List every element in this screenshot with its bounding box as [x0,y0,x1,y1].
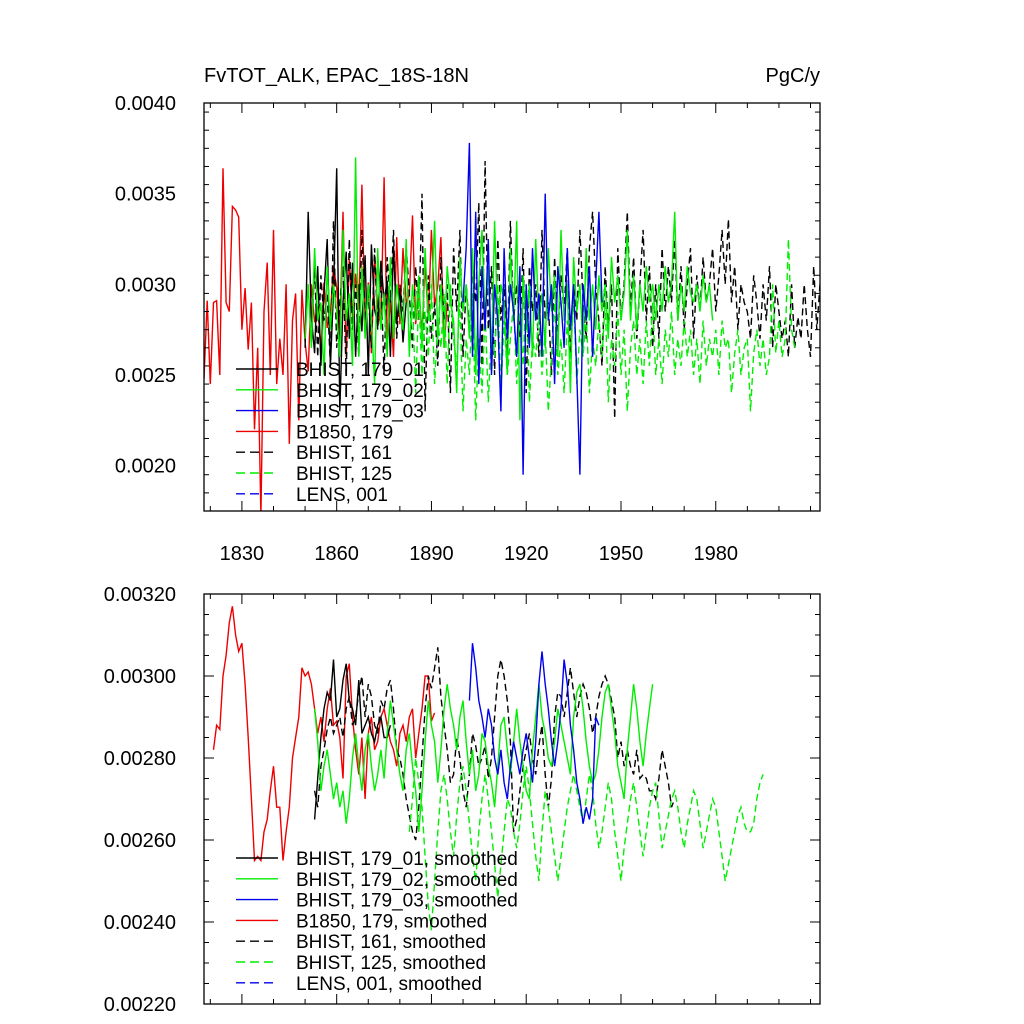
top-panel: FvTOT_ALK, EPAC_18S-18N PgC/y 0.00200.00… [115,65,821,565]
bottom-panel-series-bhist-161-smoothed [313,647,676,841]
top-panel-ytick-label: 0.0040 [115,93,176,115]
top-panel-xtick-labels: 1830 1860 1890 1920 1950 1980 [220,543,738,565]
bottom-panel-ytick-label: 0.00280 [104,748,176,770]
bottom-panel: 0.00220 0.00240 0.00260 0.00280 0.00300 0.003… [104,584,821,1016]
top-panel-xtick-label: 1920 [504,543,549,565]
top-panel-ticks [204,103,820,512]
bottom-panel-legend-label: BHIST, 125, smoothed [296,953,486,974]
top-panel-xtick-label: 1980 [694,543,739,565]
bottom-panel-legend-label: BHIST, 179_01, smoothed [296,849,518,870]
bottom-panel-series-b1850-179-smoothed [212,606,436,863]
top-panel-ytick-label: 0.0030 [115,274,176,296]
bottom-panel-ytick-label: 0.00240 [104,912,176,934]
top-panel-xtick-label: 1830 [220,543,265,565]
top-panel-frame [203,102,821,512]
top-panel-ytick-labels: 0.0020 0.0025 0.0030 0.0035 0.0040 [115,93,176,478]
top-panel-series-bhist-179-03 [462,142,603,475]
top-panel-xtick-label: 1950 [599,543,644,565]
top-panel-legend-label: BHIST, 179_02 [296,381,424,402]
bottom-panel-ticks [204,593,820,1005]
top-panel-series [204,142,820,511]
bottom-panel-ytick-label: 0.00320 [104,584,176,606]
bottom-panel-ytick-label: 0.00260 [104,830,176,852]
bottom-panel-frame [203,593,821,1005]
bottom-panel-legend-label: B1850, 179, smoothed [296,911,487,932]
bottom-panel-ytick-label: 0.00220 [104,994,176,1016]
top-panel-legend-label: BHIST, 125 [296,464,392,485]
top-panel-legend-label: BHIST, 179_03 [296,402,424,423]
bottom-panel-legend-label: BHIST, 161, smoothed [296,932,486,953]
top-panel-ytick-label: 0.0020 [115,456,176,478]
bottom-panel-series [212,606,764,931]
bottom-panel-series-bhist-179-03-smoothed [468,643,600,824]
top-panel-title: FvTOT_ALK, EPAC_18S-18N [204,65,469,87]
top-panel-xtick-label: 1890 [409,543,454,565]
bottom-panel-legend-label: LENS, 001, smoothed [296,974,482,995]
top-panel-ytick-label: 0.0025 [115,365,176,387]
top-panel-legend-label: LENS, 001 [296,485,388,506]
bottom-panel-ytick-labels: 0.00220 0.00240 0.00260 0.00280 0.00300 0.003… [104,584,176,1016]
bottom-panel-legend-label: BHIST, 179_02, smoothed [296,870,518,891]
top-panel-xtick-label: 1860 [314,543,359,565]
top-panel-legend-label: BHIST, 179_01 [296,360,424,381]
bottom-panel-legend-label: BHIST, 179_03, smoothed [296,891,518,912]
top-panel-series-bhist-125 [408,238,796,421]
top-panel-legend-label: BHIST, 161 [296,443,392,464]
top-panel-legend-label: B1850, 179 [296,422,393,443]
bottom-panel-ytick-label: 0.00300 [104,666,176,688]
bottom-panel-series-bhist-179-02-smoothed [313,683,654,832]
bottom-panel-series-bhist-125-smoothed [408,757,764,931]
bottom-panel-series-bhist-179-01-smoothed [313,659,392,820]
top-panel-ytick-label: 0.0035 [115,184,176,206]
top-panel-units: PgC/y [766,65,820,87]
